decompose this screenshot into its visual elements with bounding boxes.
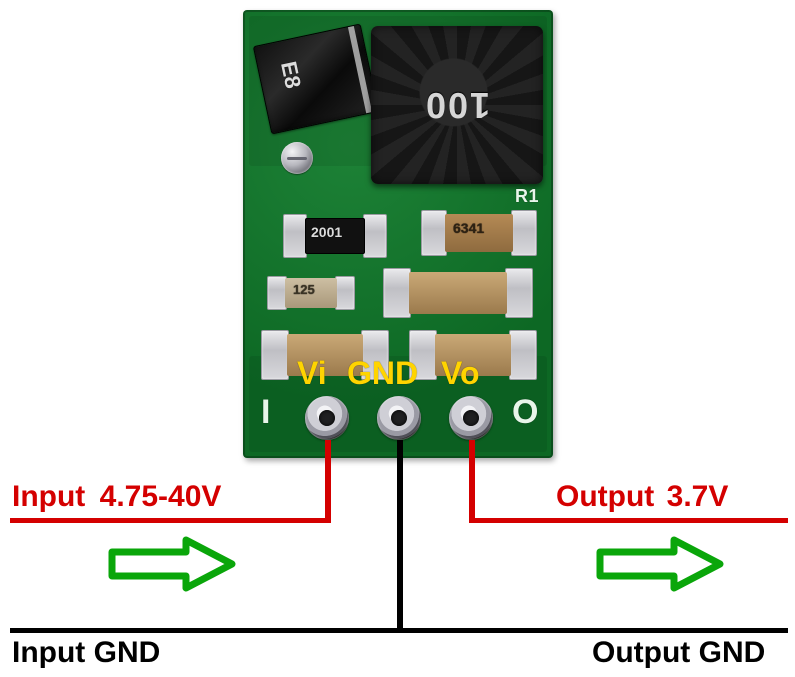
output-gnd-label: Output GND <box>592 636 765 670</box>
silk-r1: R1 <box>515 186 539 207</box>
smd-cap-6341-text: 6341 <box>453 220 484 236</box>
smd-pad <box>383 268 411 318</box>
smd-pad <box>261 330 289 380</box>
output-label: Output 3.7V <box>556 480 728 514</box>
wire-red-vi-vert <box>325 440 331 522</box>
inductor-component: 100 <box>371 26 543 184</box>
input-label: Input 4.75-40V <box>12 480 221 514</box>
smd-pad <box>267 276 287 310</box>
wire-black-horiz <box>10 628 788 633</box>
smd-chip-125-text: 125 <box>293 282 315 297</box>
inductor-marking: 100 <box>371 84 543 126</box>
wire-red-right-horiz <box>469 518 788 523</box>
pcb-board: E8 100 R1 2001 6341 125 <box>243 10 553 458</box>
wire-black-gnd-vert <box>397 440 403 632</box>
silk-o: O <box>512 393 539 432</box>
input-label-text: Input <box>12 480 85 513</box>
pad-vi <box>305 396 349 440</box>
diode-marking: E8 <box>275 59 306 91</box>
diagram-stage: E8 100 R1 2001 6341 125 <box>0 0 795 677</box>
output-label-text: Output <box>556 480 654 513</box>
input-gnd-label: Input GND <box>12 636 160 670</box>
smd-pad <box>505 268 533 318</box>
smd-pad <box>509 330 537 380</box>
pad-vo <box>449 396 493 440</box>
pad-label-vo: Vo <box>441 355 480 392</box>
smd-pad <box>363 214 387 258</box>
arrow-left-icon <box>108 536 236 592</box>
screw-via <box>281 142 313 174</box>
wire-red-left-horiz <box>10 518 331 523</box>
input-range-text: 4.75-40V <box>100 480 222 513</box>
pad-label-vi: Vi <box>297 355 327 392</box>
pad-gnd <box>377 396 421 440</box>
smd-pad <box>511 210 537 256</box>
smd-resistor-2001-text: 2001 <box>311 224 342 240</box>
smd-pad <box>335 276 355 310</box>
arrow-right-icon <box>596 536 724 592</box>
smd-pad <box>421 210 447 256</box>
output-value-text: 3.7V <box>667 480 729 513</box>
pad-label-gnd: GND <box>347 355 418 392</box>
wire-red-vo-vert <box>469 440 475 522</box>
silk-i: I <box>261 393 271 432</box>
smd-pad <box>283 214 307 258</box>
smd-cap-large-1 <box>409 272 507 314</box>
